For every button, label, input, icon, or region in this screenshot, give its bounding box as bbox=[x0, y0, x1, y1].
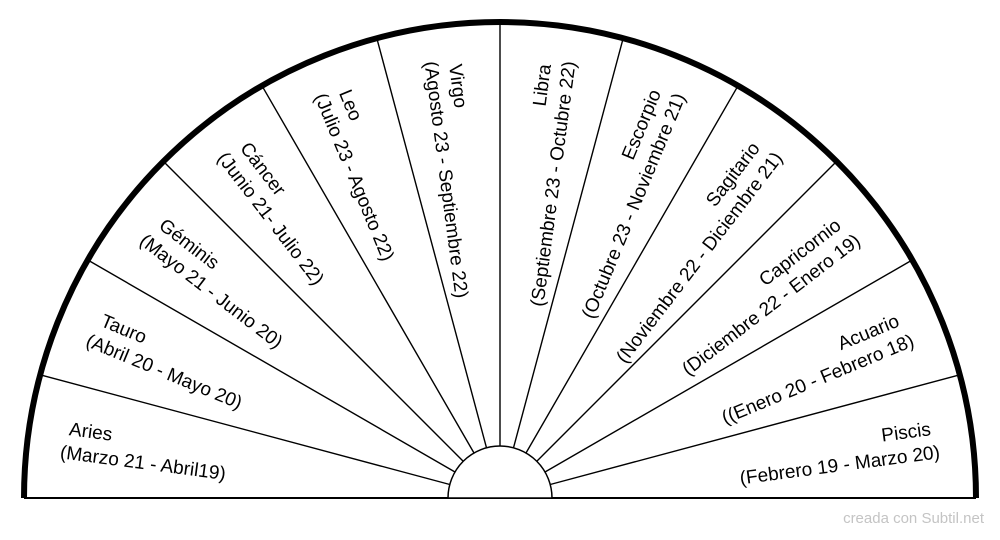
sign-segment-1: Aries(Marzo 21 - Abril19) bbox=[59, 419, 227, 485]
sign-segment-5: Leo(Julio 23 - Agosto 22) bbox=[310, 87, 398, 265]
segment-divider bbox=[261, 85, 475, 454]
sign-segment-7: Libra(Septiembre 23 - Octubre 22) bbox=[527, 60, 580, 308]
sign-name: Libra bbox=[530, 62, 556, 107]
sign-dates: (Febrero 19 - Marzo 20) bbox=[738, 442, 941, 489]
sign-name: Piscis bbox=[880, 419, 932, 446]
segment-divider bbox=[544, 259, 913, 473]
segment-divider bbox=[525, 85, 739, 454]
segment-divider bbox=[40, 374, 450, 486]
sign-dates: (Marzo 21 - Abril19) bbox=[59, 442, 227, 485]
sign-name: Aries bbox=[68, 419, 114, 445]
segment-divider bbox=[512, 38, 624, 448]
segment-divider bbox=[376, 38, 488, 448]
sign-segment-4: Cáncer(Junio 21- Julio 22) bbox=[213, 139, 328, 290]
sign-segment-2: Tauro(Abril 20 - Mayo 20) bbox=[83, 311, 245, 414]
sign-segment-6: Virgo(Agosto 23 - Septiembre 22) bbox=[419, 60, 471, 299]
credit-text: creada con Subtil.net bbox=[843, 510, 984, 527]
segment-divider bbox=[536, 160, 838, 462]
sign-dates: ((Enero 20 - Febrero 18) bbox=[719, 331, 917, 429]
segment-divider bbox=[550, 374, 960, 486]
sign-segment-10: Capricornio(Diciembre 22 - Enero 19) bbox=[678, 215, 864, 380]
segment-divider bbox=[162, 160, 464, 462]
sign-name: Virgo bbox=[444, 63, 471, 109]
hub-arc bbox=[447, 445, 553, 499]
outer-arc bbox=[21, 19, 979, 499]
sign-segment-12: Piscis(Febrero 19 - Marzo 20) bbox=[738, 419, 941, 489]
segment-divider bbox=[87, 259, 456, 473]
sign-dates: (Abril 20 - Mayo 20) bbox=[83, 331, 245, 414]
